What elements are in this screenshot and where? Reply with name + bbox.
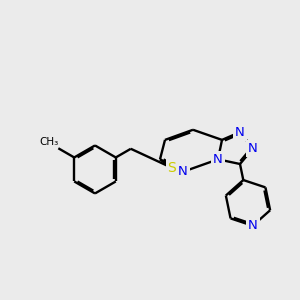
Text: S: S xyxy=(168,161,176,175)
Text: N: N xyxy=(235,126,245,139)
Text: N: N xyxy=(248,219,258,232)
Text: CH₃: CH₃ xyxy=(39,136,58,147)
Text: N: N xyxy=(178,165,188,178)
Text: N: N xyxy=(213,153,223,166)
Text: N: N xyxy=(248,142,258,155)
